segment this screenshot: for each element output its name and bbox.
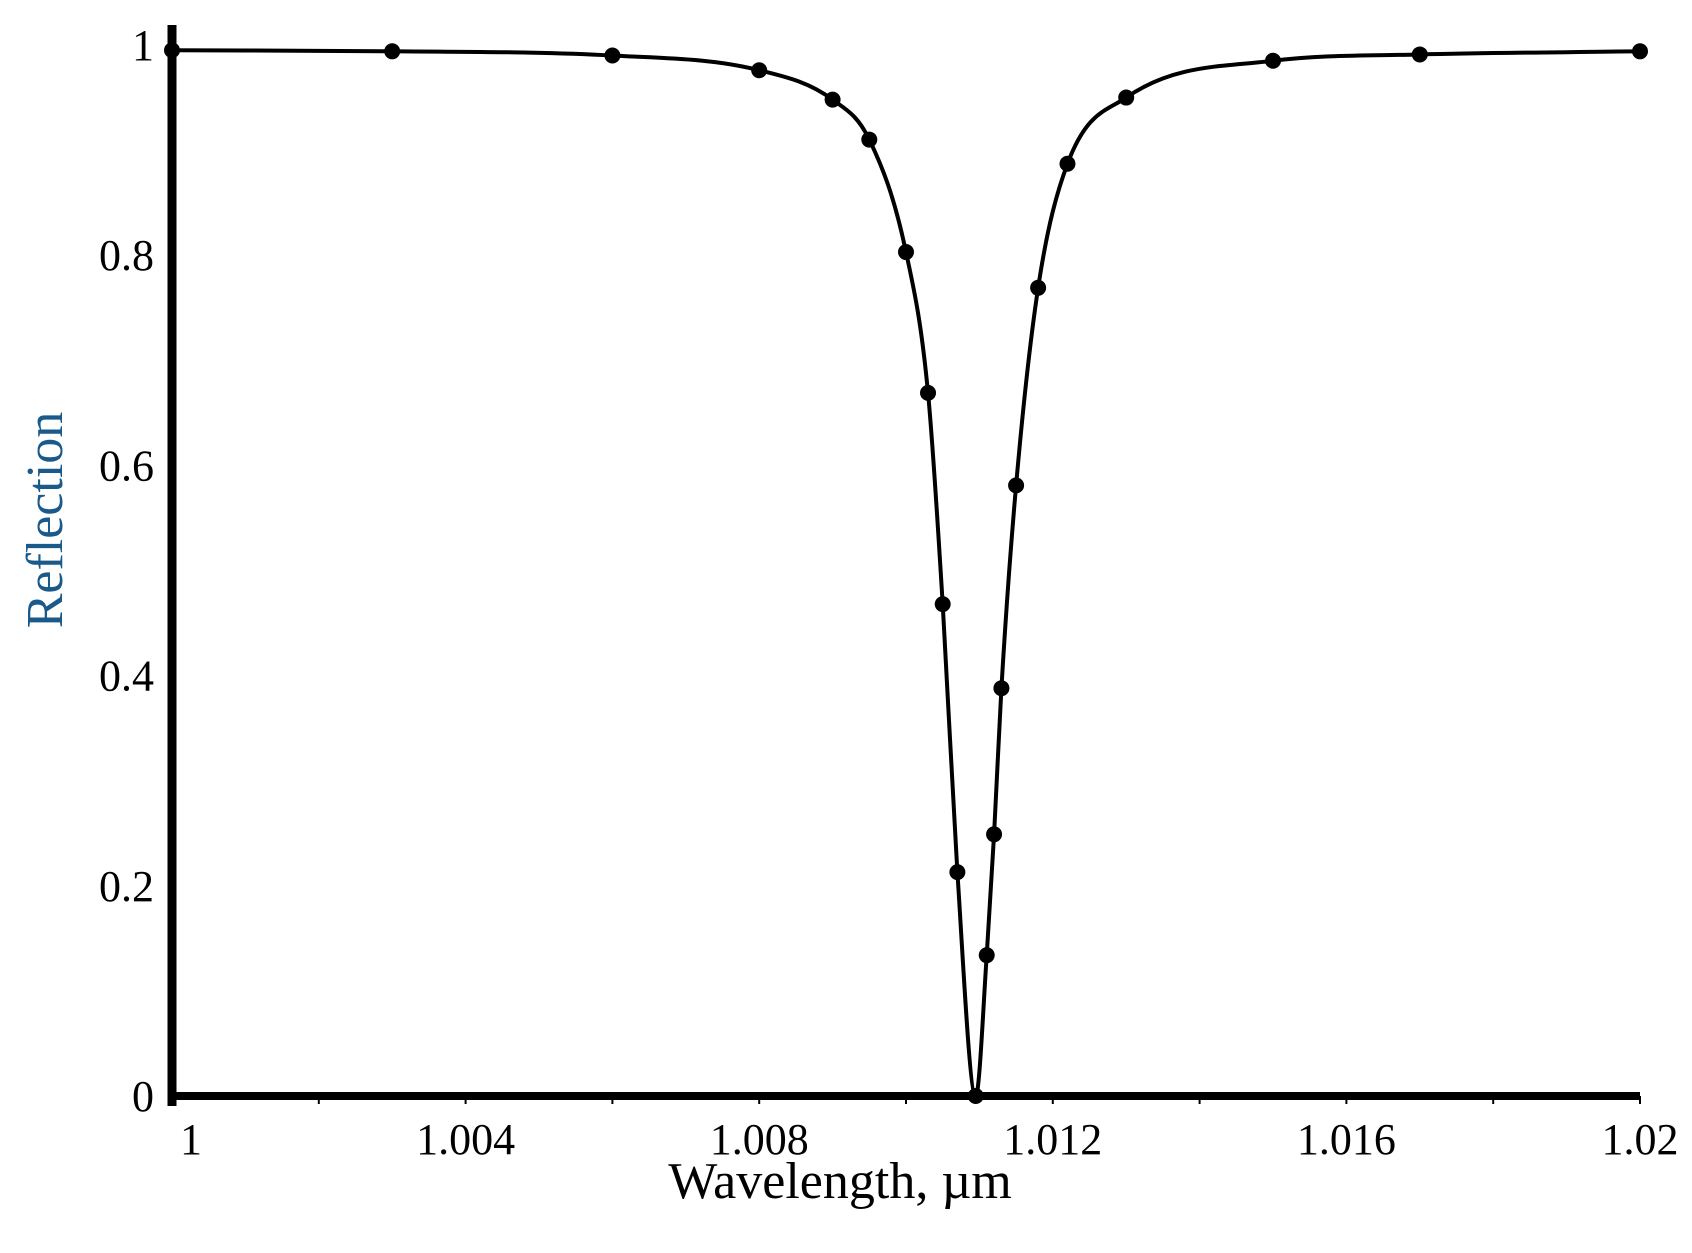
data-point-marker (920, 384, 937, 401)
data-point-marker (384, 43, 401, 60)
data-point-marker (604, 47, 621, 64)
data-point-marker (934, 596, 951, 613)
data-point-marker (1008, 477, 1025, 494)
x-tick-label: 1 (180, 1115, 202, 1164)
data-point-marker (1059, 155, 1076, 172)
data-point-marker (949, 864, 966, 881)
x-axis-label: Wavelength, µm (668, 1153, 1011, 1210)
data-point-marker (898, 244, 914, 261)
x-tick-label: 1.02 (1602, 1115, 1679, 1164)
x-tick-label: 1.008 (710, 1115, 809, 1164)
y-tick-label: 0.8 (99, 231, 154, 280)
data-point-marker (1632, 43, 1648, 60)
y-tick-label: 0.2 (99, 862, 154, 911)
data-point-marker (986, 826, 1003, 843)
y-tick-label: 0.6 (99, 441, 154, 490)
data-point-marker (1118, 89, 1135, 106)
data-point-marker (978, 947, 995, 964)
y-tick-label: 0.4 (99, 652, 154, 701)
axes: 0 0.2 0.4 0.6 0.8 1 1 1.004 1.008 1.012 1.016 1.02 (99, 21, 1679, 1164)
y-tick-label: 1 (132, 21, 154, 70)
x-tick-label: 1.004 (416, 1115, 515, 1164)
x-tick-label: 1.016 (1297, 1115, 1396, 1164)
plot-area (164, 42, 1648, 1104)
y-tick-label: 0 (132, 1072, 154, 1121)
data-point-marker (1030, 279, 1047, 296)
data-point-marker (861, 131, 878, 148)
x-tick-label: 1.012 (1003, 1115, 1102, 1164)
data-point-marker (824, 91, 841, 108)
reflection-line (171, 48, 1641, 1099)
data-point-marker (1265, 52, 1281, 69)
data-point-marker (993, 680, 1010, 697)
data-point-marker (751, 62, 768, 79)
y-axis-label: Reflection (17, 412, 74, 629)
data-point-marker (1411, 46, 1428, 63)
